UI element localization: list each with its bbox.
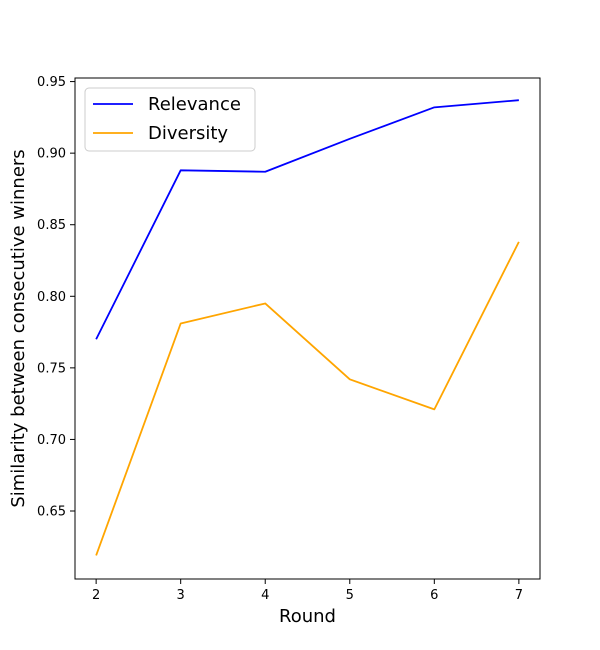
series-line-relevance	[95, 99, 519, 340]
x-axis-label: Round	[279, 606, 336, 627]
x-tick-label: 4	[261, 588, 269, 603]
y-tick-label: 0.80	[37, 290, 66, 305]
x-tick-label: 5	[346, 588, 354, 603]
legend-label-diversity: Diversity	[148, 123, 228, 144]
y-axis-label: Similarity between consecutive winners	[8, 149, 29, 507]
y-tick-label: 0.85	[37, 218, 66, 233]
y-tick-label: 0.90	[37, 147, 66, 162]
y-axis: 0.65 0.70 0.75 0.80 0.85 0.90 0.95	[37, 75, 75, 520]
series-line-diversity	[95, 241, 520, 556]
y-tick-label: 0.75	[37, 361, 66, 376]
x-tick-label: 7	[515, 588, 523, 603]
legend-label-relevance: Relevance	[148, 94, 241, 115]
plot-frame	[74, 77, 541, 580]
x-axis: 2 3 4 5 6 7	[92, 579, 523, 603]
y-tick-label: 0.65	[37, 505, 66, 520]
x-tick-label: 6	[430, 588, 438, 603]
legend: Relevance Diversity	[84, 87, 256, 152]
plot-area	[75, 78, 540, 579]
x-tick-label: 2	[92, 588, 100, 603]
y-tick-label: 0.70	[37, 433, 66, 448]
series-layer	[95, 99, 520, 556]
x-tick-label: 3	[177, 588, 185, 603]
y-tick-label: 0.95	[37, 75, 66, 90]
